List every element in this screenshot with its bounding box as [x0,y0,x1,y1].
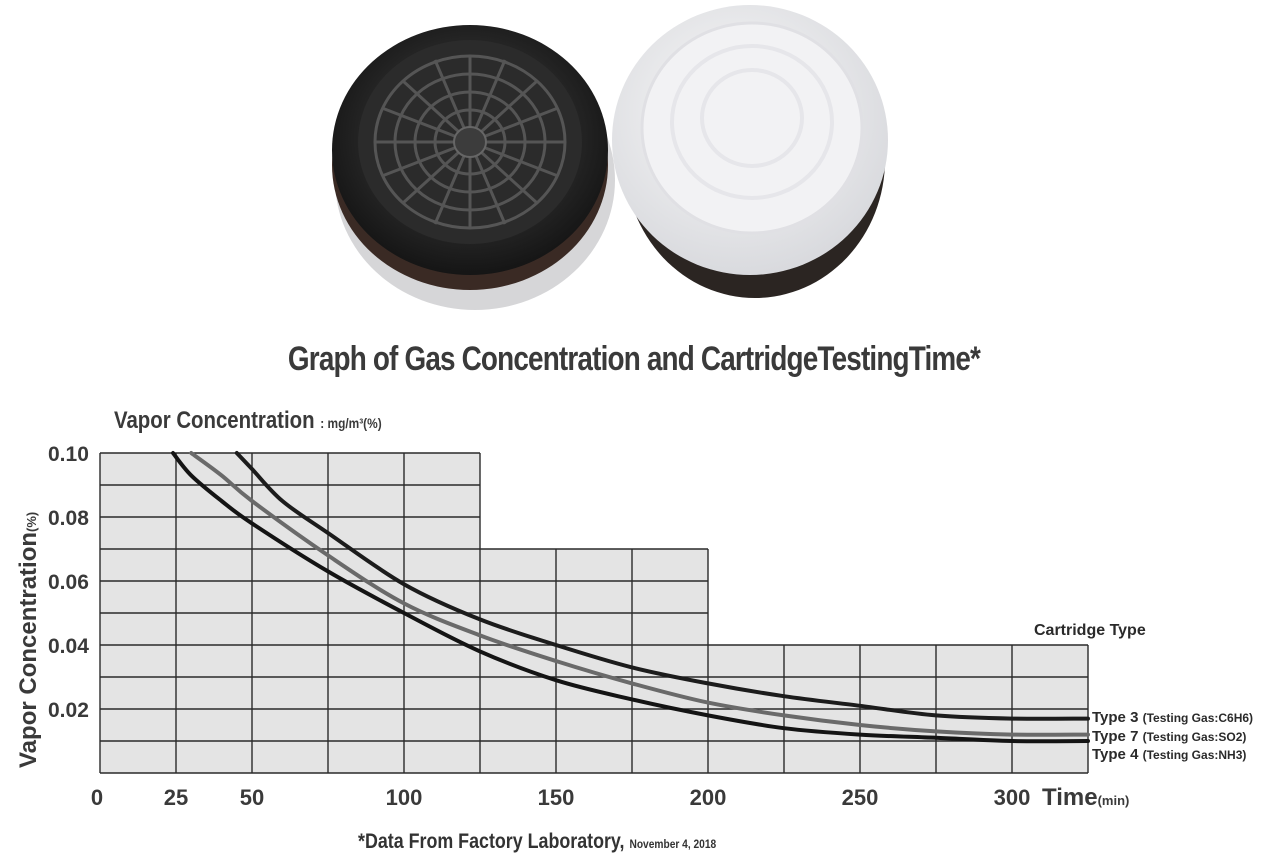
x-tick-label: 150 [538,785,575,810]
black-cartridge [332,25,615,310]
legend-entry-type-4: Type 4 (Testing Gas:NH3) [1092,746,1246,763]
chart-grid [99,452,1089,774]
y-tick-label: 0.04 [48,635,89,658]
top-vapor-label: Vapor Concentration : mg/m³(%) [114,406,382,433]
y-axis-label: Vapor Concentration(%) [15,512,42,768]
x-tick-label: 50 [240,785,264,810]
chart-title: Graph of Gas Concentration and Cartridge… [287,340,981,378]
x-axis-ticks: 0 25 50 100 150 200 250 300 [91,785,1030,810]
x-tick-label: 100 [386,785,423,810]
x-axis-label: Time(min) [1042,784,1129,811]
chart-series [171,451,1090,744]
legend: Type 3 (Testing Gas:C6H6) Type 7 (Testing… [1092,709,1253,763]
legend-entry-type-7: Type 7 (Testing Gas:SO2) [1092,728,1246,745]
series-line-type-3 [234,451,1090,721]
white-cartridge [612,5,888,298]
y-axis-ticks: 0.10 0.08 0.06 0.04 0.02 [48,443,89,722]
legend-entry-type-3: Type 3 (Testing Gas:C6H6) [1092,709,1253,726]
y-tick-label: 0.10 [48,443,89,466]
x-tick-label: 25 [164,785,188,810]
y-tick-label: 0.08 [48,507,89,530]
footnote-date: November 4, 2018 [629,837,717,851]
cartridge-photo [332,5,888,310]
x-tick-label: 250 [842,785,879,810]
footnote-text: *Data From Factory Laboratory, [358,830,625,853]
gas-concentration-chart: Vapor Concentration : mg/m³(%) 0.100.080… [15,406,1253,811]
footnote: *Data From Factory Laboratory, November … [358,830,716,854]
legend-title: Cartridge Type [1034,622,1146,639]
series-line-type-4 [171,451,1090,744]
x-tick-label: 300 [994,785,1031,810]
x-tick-label: 200 [690,785,727,810]
grid-block-2 [480,549,708,773]
x-tick-label: 0 [91,785,103,810]
y-tick-label: 0.02 [48,699,89,722]
series-line-type-7 [189,451,1090,737]
y-tick-label: 0.06 [48,571,89,594]
